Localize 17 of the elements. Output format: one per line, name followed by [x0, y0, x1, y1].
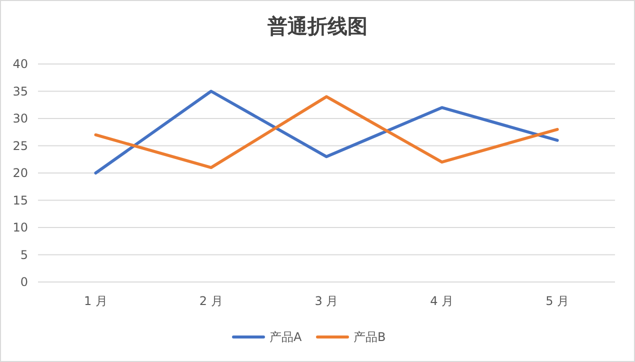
y-tick-label: 40	[12, 57, 28, 71]
x-tick-label: 3 月	[314, 294, 338, 308]
legend-label: 产品B	[354, 330, 386, 344]
y-tick-label: 15	[12, 193, 28, 208]
legend-label: 产品A	[270, 330, 302, 344]
y-tick-label: 20	[12, 166, 28, 180]
y-tick-label: 30	[12, 112, 28, 126]
x-tick-label: 1 月	[84, 294, 108, 308]
y-tick-label: 5	[20, 248, 28, 262]
x-tick-label: 5 月	[546, 294, 570, 308]
y-tick-label: 35	[12, 84, 28, 98]
x-tick-label: 2 月	[199, 294, 223, 308]
chart-title: 普通折线图	[266, 14, 368, 38]
y-tick-label: 0	[20, 275, 28, 289]
x-tick-label: 4 月	[430, 294, 454, 308]
y-tick-label: 10	[12, 220, 28, 234]
y-tick-label: 25	[12, 138, 28, 153]
